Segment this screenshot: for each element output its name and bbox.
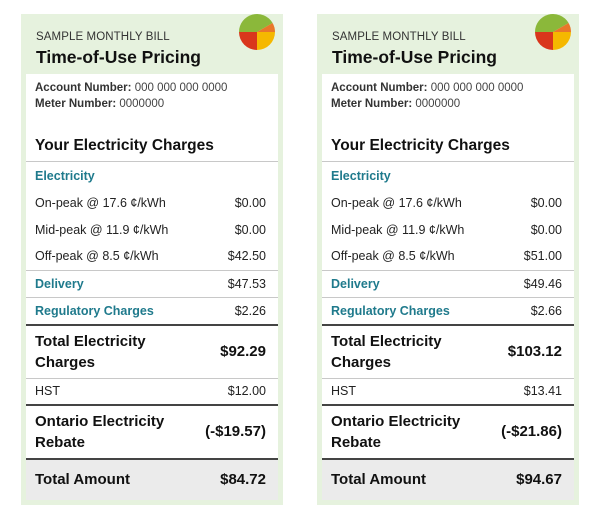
mid-peak-label: Mid-peak @ 11.9 ¢/kWh [331, 222, 465, 237]
rebate-value: (-$21.86) [501, 423, 562, 440]
on-peak-row: On-peak @ 17.6 ¢/kWh $0.00 [26, 190, 278, 217]
meter-number-value: 0000000 [119, 98, 165, 110]
bill-title: Time-of-Use Pricing [36, 47, 201, 67]
total-amount-value: $84.72 [220, 471, 266, 488]
account-number-label: Account Number: [35, 82, 132, 94]
off-peak-label: Off-peak @ 8.5 ¢/kWh [35, 249, 159, 264]
hst-row: HST $13.41 [322, 377, 574, 404]
total-amount-label: Total Amount [331, 471, 426, 488]
delivery-value: $49.46 [523, 276, 562, 291]
account-number-value: 000 000 000 0000 [134, 82, 228, 94]
on-peak-label: On-peak @ 17.6 ¢/kWh [35, 196, 166, 211]
delivery-label: Delivery [35, 276, 84, 291]
electricity-label: Electricity [35, 169, 95, 183]
hst-label: HST [35, 384, 60, 398]
delivery-row: Delivery $47.53 [26, 269, 278, 297]
total-electricity-value: $92.29 [220, 343, 266, 360]
charges-section-title: Your Electricity Charges [322, 120, 574, 162]
on-peak-value: $0.00 [530, 196, 562, 211]
electricity-label: Electricity [331, 169, 391, 183]
hst-value: $12.00 [227, 384, 266, 398]
total-amount-row: Total Amount $84.72 [26, 457, 278, 500]
meter-number-label: Meter Number: [35, 98, 117, 110]
total-electricity-label: Total Electricity Charges [35, 332, 146, 371]
hst-row: HST $12.00 [26, 377, 278, 404]
bill-card-left: SAMPLE MONTHLY BILL Time-of-Use Pricing … [21, 13, 283, 505]
bill-header: SAMPLE MONTHLY BILL Time-of-Use Pricing [21, 13, 283, 74]
rebate-label: Ontario Electricity Rebate [35, 412, 165, 451]
regulatory-label: Regulatory Charges [35, 303, 154, 318]
bill-title: Time-of-Use Pricing [332, 47, 497, 67]
regulatory-value: $2.26 [234, 303, 266, 318]
total-electricity-row: Total Electricity Charges $92.29 [26, 323, 278, 378]
regulatory-row: Regulatory Charges $2.66 [322, 296, 574, 324]
off-peak-value: $42.50 [227, 249, 266, 264]
rebate-row: Ontario Electricity Rebate (-$21.86) [322, 403, 574, 458]
regulatory-label: Regulatory Charges [331, 303, 450, 318]
regulatory-row: Regulatory Charges $2.26 [26, 296, 278, 324]
on-peak-label: On-peak @ 17.6 ¢/kWh [331, 196, 462, 211]
mid-peak-value: $0.00 [530, 222, 562, 237]
off-peak-label: Off-peak @ 8.5 ¢/kWh [331, 249, 455, 264]
off-peak-row: Off-peak @ 8.5 ¢/kWh $42.50 [26, 243, 278, 270]
mid-peak-label: Mid-peak @ 11.9 ¢/kWh [35, 222, 169, 237]
total-amount-row: Total Amount $94.67 [322, 457, 574, 500]
sample-label: SAMPLE MONTHLY BILL [332, 31, 466, 43]
account-info: Account Number: 000 000 000 0000 Meter N… [26, 74, 278, 120]
charges-section-title: Your Electricity Charges [26, 120, 278, 162]
rebate-label: Ontario Electricity Rebate [331, 412, 461, 451]
off-peak-value: $51.00 [523, 249, 562, 264]
regulatory-value: $2.66 [530, 303, 562, 318]
account-number-label: Account Number: [331, 82, 428, 94]
account-number-value: 000 000 000 0000 [430, 82, 524, 94]
mid-peak-row: Mid-peak @ 11.9 ¢/kWh $0.00 [26, 217, 278, 244]
delivery-label: Delivery [331, 276, 380, 291]
sample-label: SAMPLE MONTHLY BILL [36, 31, 170, 43]
mid-peak-row: Mid-peak @ 11.9 ¢/kWh $0.00 [322, 217, 574, 244]
off-peak-row: Off-peak @ 8.5 ¢/kWh $51.00 [322, 243, 574, 270]
account-info: Account Number: 000 000 000 0000 Meter N… [322, 74, 574, 120]
meter-number-value: 0000000 [415, 98, 461, 110]
electricity-category: Electricity [26, 162, 278, 190]
electricity-category: Electricity [322, 162, 574, 190]
on-peak-value: $0.00 [234, 196, 266, 211]
bill-panel: Account Number: 000 000 000 0000 Meter N… [322, 74, 574, 500]
hst-value: $13.41 [523, 384, 562, 398]
mid-peak-value: $0.00 [234, 222, 266, 237]
total-amount-label: Total Amount [35, 471, 130, 488]
delivery-row: Delivery $49.46 [322, 269, 574, 297]
bill-panel: Account Number: 000 000 000 0000 Meter N… [26, 74, 278, 500]
tou-pie-chart-icon [238, 13, 275, 50]
bill-header: SAMPLE MONTHLY BILL Time-of-Use Pricing [317, 13, 579, 74]
total-electricity-label: Total Electricity Charges [331, 332, 442, 371]
bill-card-right: SAMPLE MONTHLY BILL Time-of-Use Pricing … [317, 13, 579, 505]
rebate-row: Ontario Electricity Rebate (-$19.57) [26, 403, 278, 458]
total-electricity-value: $103.12 [507, 343, 562, 360]
delivery-value: $47.53 [227, 276, 266, 291]
hst-label: HST [331, 384, 356, 398]
total-amount-value: $94.67 [516, 471, 562, 488]
on-peak-row: On-peak @ 17.6 ¢/kWh $0.00 [322, 190, 574, 217]
meter-number-label: Meter Number: [331, 98, 413, 110]
total-electricity-row: Total Electricity Charges $103.12 [322, 323, 574, 378]
rebate-value: (-$19.57) [205, 423, 266, 440]
tou-pie-chart-icon [535, 13, 571, 50]
